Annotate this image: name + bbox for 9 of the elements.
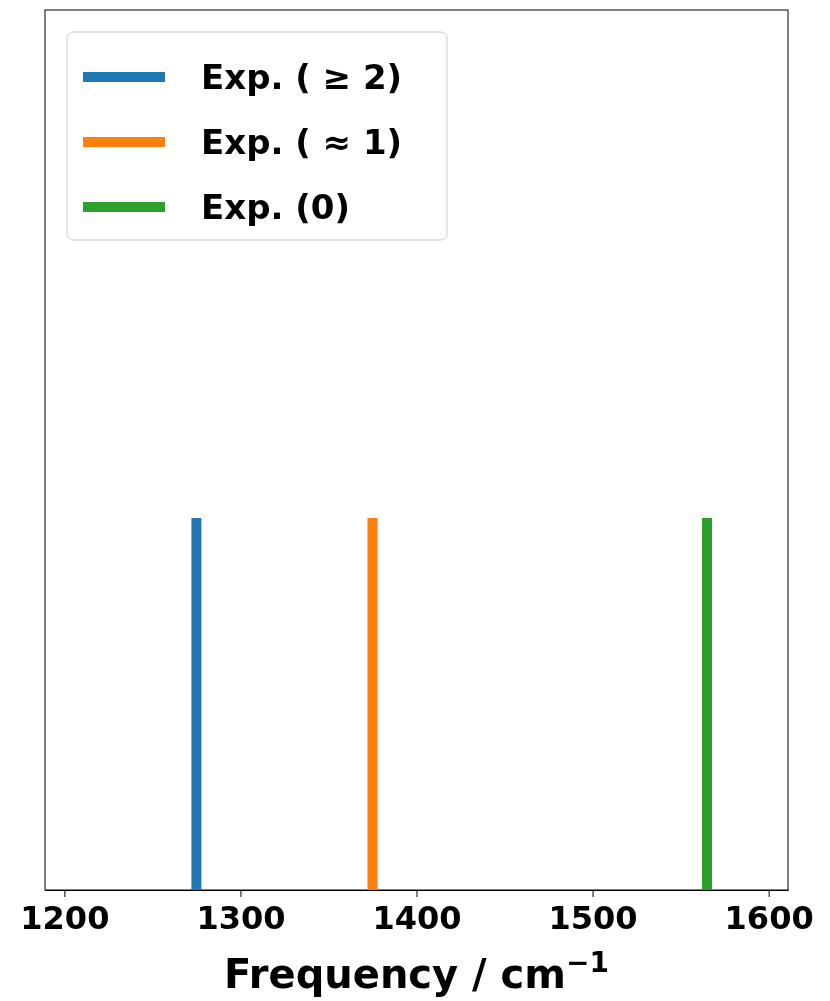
x-axis-title: Frequency / cm$^{−1}$ [224,945,609,997]
legend-label: Exp. ( ≈ 1) [201,121,403,162]
x-tick-label: 1300 [196,898,286,937]
x-tick-label: 1500 [548,898,638,937]
legend-label: Exp. ( ≥ 2) [201,56,403,97]
legend-label: Exp. (0) [201,186,350,227]
x-tick-label: 1600 [724,898,814,937]
x-tick-label: 1400 [372,898,462,937]
x-tick-label: 1200 [20,898,110,937]
